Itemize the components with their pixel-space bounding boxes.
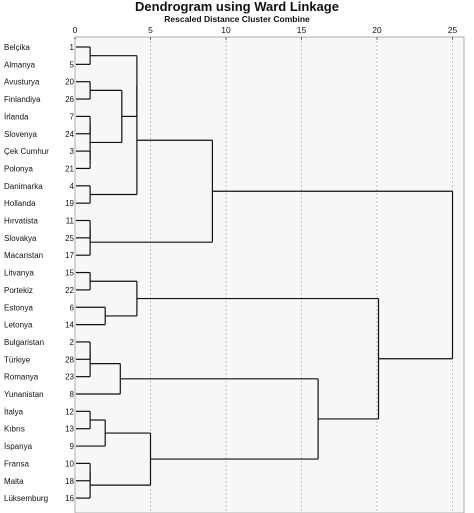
leaf-case-number: 24 [65,130,74,139]
leaf-case-number: 13 [65,425,74,434]
leaf-label: İrlanda [4,112,29,121]
chart-title: Dendrogram using Ward Linkage [135,0,339,14]
leaf-case-number: 8 [70,390,75,399]
leaf-label: Yunanistan [4,390,44,399]
leaf-case-number: 19 [65,199,74,208]
leaf-label: Kıbrıs [4,425,25,434]
leaf-label: Litvanya [4,269,34,278]
leaf-case-number: 5 [70,60,75,69]
leaf-case-number: 17 [65,251,74,260]
leaf-case-number: 25 [65,234,74,243]
leaf-case-number: 7 [70,112,75,121]
leaf-case-number: 10 [65,459,74,468]
leaf-case-number: 14 [65,321,74,330]
leaf-case-number: 20 [65,78,74,87]
leaf-case-number: 11 [66,217,75,226]
leaf-label: Slovakya [4,234,37,243]
leaf-case-number: 18 [65,477,74,486]
leaf-label: İspanya [4,442,33,451]
leaf-label: Bulgaristan [4,338,44,347]
leaf-label: Almanya [4,60,36,69]
leaf-case-number: 28 [65,355,74,364]
leaf-label: Malta [4,477,24,486]
leaf-label: Romanya [4,373,39,382]
leaf-case-number: 22 [65,286,74,295]
leaf-case-number: 9 [70,442,75,451]
leaf-case-number: 12 [65,407,74,416]
leaf-label: Hırvatista [4,217,38,226]
tick-label-10: 10 [221,25,231,35]
leaf-case-number: 26 [65,95,74,104]
leaf-label: Lüksemburg [4,494,48,503]
leaf-label: Portekiz [4,286,33,295]
leaf-case-number: 4 [70,182,75,191]
leaf-case-number: 16 [65,494,74,503]
leaf-label: Estonya [4,303,33,312]
leaf-label: Hollanda [4,199,36,208]
leaf-label: Avusturya [4,78,40,87]
leaf-case-number: 23 [65,373,74,382]
leaf-label: Çek Cumhur [4,147,49,156]
leaf-label: Fransa [4,459,29,468]
leaf-case-number: 15 [65,269,74,278]
leaf-label: Danimarka [4,182,43,191]
dendrogram-branches [76,46,454,499]
leaf-case-number: 2 [70,338,75,347]
leaf-label: Belçika [4,43,30,52]
leaf-case-number: 1 [70,43,75,52]
chart-subtitle: Rescaled Distance Cluster Combine [164,14,310,24]
plot-frame [74,36,465,513]
tick-label-0: 0 [73,25,78,35]
leaf-case-number: 6 [70,303,75,312]
leaf-label: İtalya [4,407,24,416]
tick-label-25: 25 [448,25,458,35]
leaf-case-number: 21 [65,164,74,173]
tick-label-20: 20 [372,25,382,35]
leaf-label: Macaristan [4,251,43,260]
leaf-label: Polonya [4,164,33,173]
leaf-label: Slovenya [4,130,37,139]
leaf-label: Letonya [4,321,33,330]
leaf-label: Finlandiya [4,95,41,104]
x-axis-ticks: 0 5 10 15 20 25 [73,25,458,40]
leaf-label: Türkiye [4,355,31,364]
tick-label-15: 15 [297,25,307,35]
leaf-case-number: 3 [70,147,75,156]
tick-label-5: 5 [148,25,153,35]
